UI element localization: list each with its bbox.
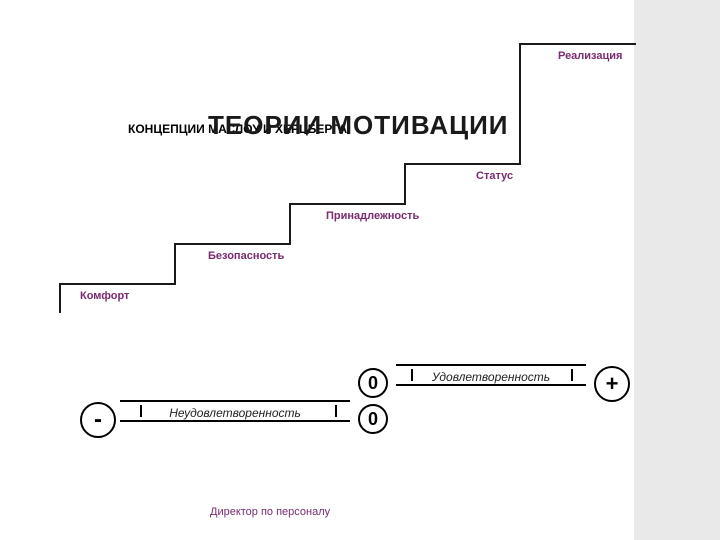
zero-circle-top: 0 xyxy=(358,368,388,398)
stair-label-0: Комфорт xyxy=(80,290,129,302)
footer-text: Директор по персоналу xyxy=(210,506,330,518)
zero-symbol: 0 xyxy=(368,373,378,394)
scales-area: - Неудовлетворенность 0 0 xyxy=(80,354,635,454)
plus-circle: + xyxy=(594,366,630,402)
scale-tick xyxy=(140,405,142,417)
scale-line xyxy=(120,400,350,402)
stair-label-4: Реализация xyxy=(558,50,622,62)
scale-line xyxy=(396,364,586,366)
stair-label-2: Принадлежность xyxy=(326,210,419,222)
right-gray-strip xyxy=(634,0,720,540)
scale-line xyxy=(396,384,586,386)
staircase-diagram: Комфорт Безопасность Принадлежность Стат… xyxy=(56,26,636,316)
minus-symbol: - xyxy=(94,406,102,434)
minus-circle: - xyxy=(80,402,116,438)
scale-bar-dissatisfaction: Неудовлетворенность xyxy=(120,404,350,422)
staircase-svg xyxy=(56,26,636,316)
slide-area: КОНЦЕПЦИИ МАСЛОУ И ХЕРЦБЕРГА ТЕОРИИ МОТИ… xyxy=(0,0,634,540)
scale-line xyxy=(120,420,350,422)
stair-label-3: Статус xyxy=(476,170,513,182)
scale-label-satisfaction: Удовлетворенность xyxy=(432,370,550,384)
zero-symbol: 0 xyxy=(368,409,378,430)
scale-label-dissatisfaction: Неудовлетворенность xyxy=(169,406,301,420)
scale-tick xyxy=(335,405,337,417)
stair-label-1: Безопасность xyxy=(208,250,284,262)
scale-tick xyxy=(571,369,573,381)
zero-circle-bottom: 0 xyxy=(358,404,388,434)
plus-symbol: + xyxy=(606,371,619,397)
scale-tick xyxy=(411,369,413,381)
page: КОНЦЕПЦИИ МАСЛОУ И ХЕРЦБЕРГА ТЕОРИИ МОТИ… xyxy=(0,0,720,540)
scale-bar-satisfaction: Удовлетворенность xyxy=(396,368,586,386)
